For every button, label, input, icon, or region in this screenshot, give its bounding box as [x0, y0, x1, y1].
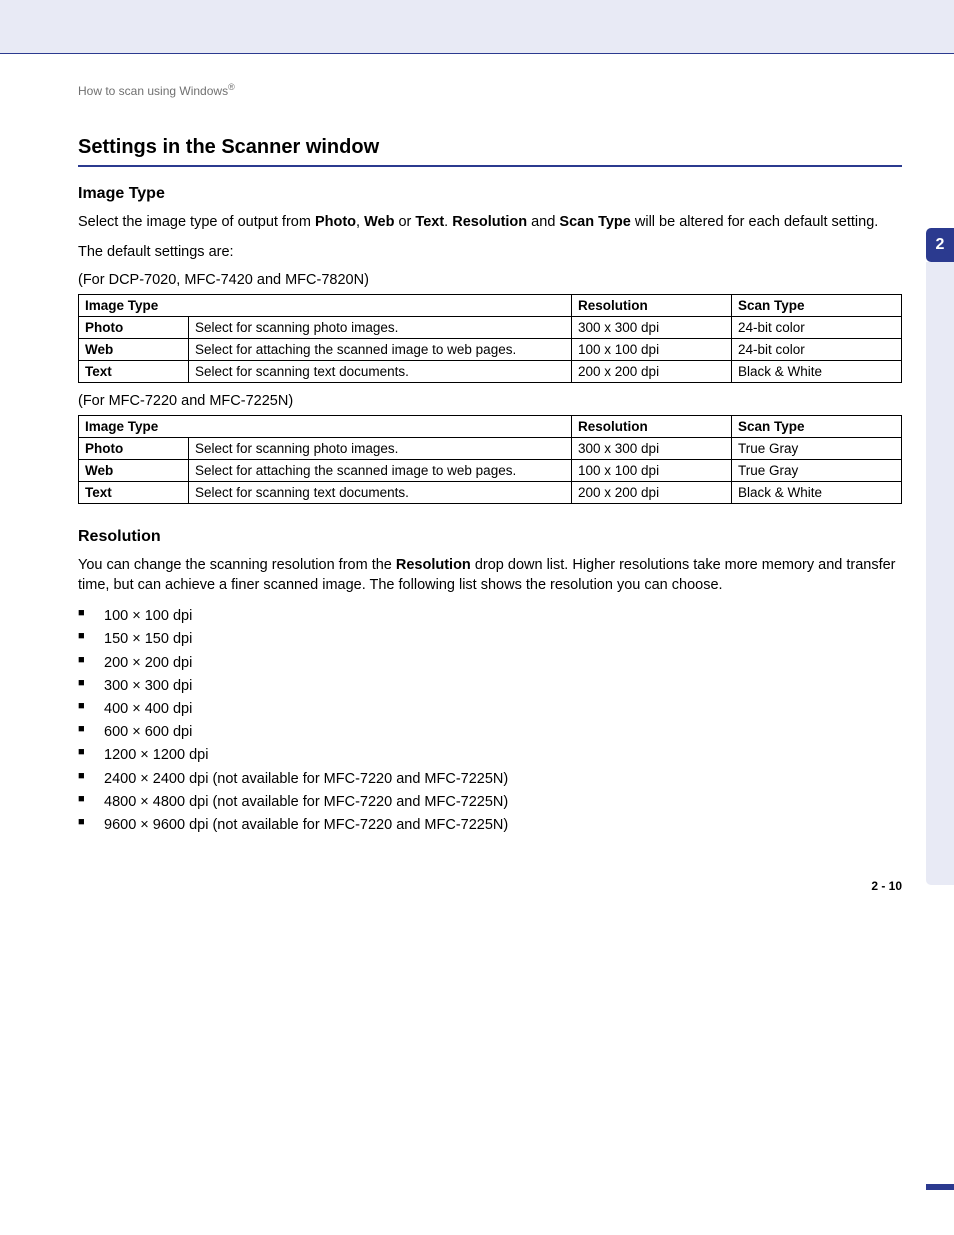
cell-desc: Select for scanning text documents.	[189, 482, 572, 504]
cell-desc: Select for attaching the scanned image t…	[189, 339, 572, 361]
cell-desc: Select for scanning photo images.	[189, 317, 572, 339]
breadcrumb: How to scan using Windows®	[78, 82, 902, 98]
text: Select the image type of output from	[78, 214, 315, 230]
list-item: 200 × 200 dpi	[78, 652, 902, 675]
table2-caption: (For MFC-7220 and MFC-7225N)	[78, 393, 902, 409]
cell-desc: Select for attaching the scanned image t…	[189, 460, 572, 482]
cell-res: 200 x 200 dpi	[572, 482, 732, 504]
text-bold: Scan Type	[559, 214, 630, 230]
resolution-list: 100 × 100 dpi 150 × 150 dpi 200 × 200 dp…	[78, 605, 902, 837]
list-item: 150 × 150 dpi	[78, 628, 902, 651]
list-item: 9600 × 9600 dpi (not available for MFC-7…	[78, 814, 902, 837]
cell-type: Text	[79, 482, 189, 504]
page-content: How to scan using Windows® Settings in t…	[0, 54, 954, 877]
text-bold: Resolution	[396, 557, 471, 573]
settings-table-2: Image Type Resolution Scan Type Photo Se…	[78, 415, 902, 504]
cell-scan: True Gray	[732, 460, 902, 482]
main-heading: Settings in the Scanner window	[78, 136, 902, 159]
text-bold: Web	[364, 214, 394, 230]
list-item: 1200 × 1200 dpi	[78, 744, 902, 767]
list-item: 100 × 100 dpi	[78, 605, 902, 628]
table-row: Web Select for attaching the scanned ima…	[79, 460, 902, 482]
text: ,	[356, 214, 364, 230]
text-bold: Photo	[315, 214, 356, 230]
resolution-heading: Resolution	[78, 528, 902, 546]
footer-tick	[926, 1184, 954, 1190]
text-bold: Text	[415, 214, 444, 230]
list-item: 600 × 600 dpi	[78, 721, 902, 744]
cell-desc: Select for scanning photo images.	[189, 438, 572, 460]
cell-res: 300 x 300 dpi	[572, 317, 732, 339]
cell-type: Web	[79, 460, 189, 482]
table-row: Text Select for scanning text documents.…	[79, 482, 902, 504]
top-band	[0, 0, 954, 54]
text: You can change the scanning resolution f…	[78, 557, 396, 573]
table-row: Web Select for attaching the scanned ima…	[79, 339, 902, 361]
cell-type: Photo	[79, 438, 189, 460]
th-scan-type: Scan Type	[732, 416, 902, 438]
th-resolution: Resolution	[572, 416, 732, 438]
image-type-para2: The default settings are:	[78, 243, 902, 263]
cell-res: 100 x 100 dpi	[572, 460, 732, 482]
list-item: 4800 × 4800 dpi (not available for MFC-7…	[78, 791, 902, 814]
list-item: 400 × 400 dpi	[78, 698, 902, 721]
resolution-para: You can change the scanning resolution f…	[78, 556, 902, 595]
image-type-heading: Image Type	[78, 185, 902, 203]
cell-scan: True Gray	[732, 438, 902, 460]
heading-rule	[78, 165, 902, 167]
table-row: Photo Select for scanning photo images. …	[79, 317, 902, 339]
cell-type: Web	[79, 339, 189, 361]
cell-res: 100 x 100 dpi	[572, 339, 732, 361]
breadcrumb-sup: ®	[228, 82, 235, 92]
page-number: 2 - 10	[871, 879, 902, 893]
cell-scan: 24-bit color	[732, 317, 902, 339]
cell-res: 200 x 200 dpi	[572, 361, 732, 383]
cell-scan: Black & White	[732, 361, 902, 383]
text: will be altered for each default setting…	[631, 214, 878, 230]
cell-desc: Select for scanning text documents.	[189, 361, 572, 383]
text-bold: Resolution	[452, 214, 527, 230]
cell-type: Text	[79, 361, 189, 383]
cell-scan: 24-bit color	[732, 339, 902, 361]
text: and	[527, 214, 559, 230]
cell-type: Photo	[79, 317, 189, 339]
list-item: 2400 × 2400 dpi (not available for MFC-7…	[78, 768, 902, 791]
table-header-row: Image Type Resolution Scan Type	[79, 416, 902, 438]
th-resolution: Resolution	[572, 295, 732, 317]
table-row: Photo Select for scanning photo images. …	[79, 438, 902, 460]
th-image-type: Image Type	[79, 295, 572, 317]
table1-caption: (For DCP-7020, MFC-7420 and MFC-7820N)	[78, 272, 902, 288]
text: or	[394, 214, 415, 230]
table-row: Text Select for scanning text documents.…	[79, 361, 902, 383]
th-scan-type: Scan Type	[732, 295, 902, 317]
image-type-para1: Select the image type of output from Pho…	[78, 213, 902, 233]
cell-scan: Black & White	[732, 482, 902, 504]
th-image-type: Image Type	[79, 416, 572, 438]
cell-res: 300 x 300 dpi	[572, 438, 732, 460]
table-header-row: Image Type Resolution Scan Type	[79, 295, 902, 317]
breadcrumb-text: How to scan using Windows	[78, 84, 228, 98]
settings-table-1: Image Type Resolution Scan Type Photo Se…	[78, 294, 902, 383]
list-item: 300 × 300 dpi	[78, 675, 902, 698]
